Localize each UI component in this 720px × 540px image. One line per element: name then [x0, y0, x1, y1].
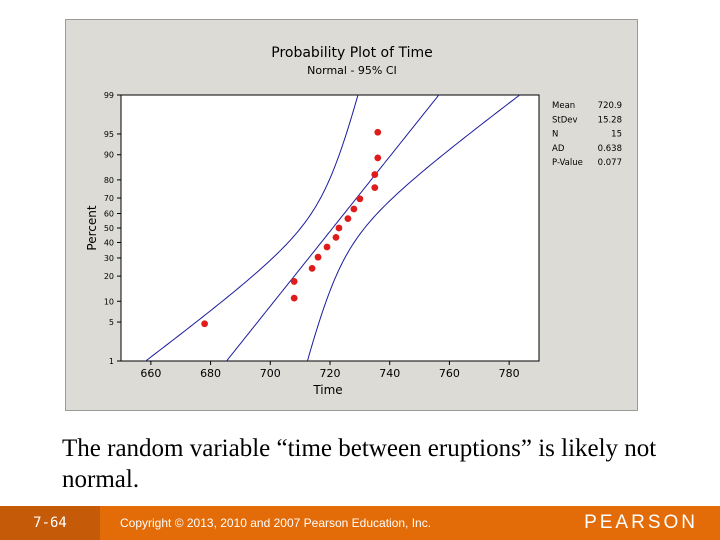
y-tick-label: 10: [104, 297, 114, 306]
slide-number: 7-64: [0, 506, 100, 540]
stat-label: AD: [552, 144, 565, 154]
ci-lower-band: [306, 95, 521, 361]
x-tick-label: 660: [140, 367, 161, 380]
stat-value: 0.077: [598, 158, 622, 168]
footer-bar: 7-64 Copyright © 2013, 2010 and 2007 Pea…: [0, 506, 720, 540]
x-tick-label: 700: [260, 367, 281, 380]
data-point: [290, 294, 298, 302]
x-tick-label: 740: [379, 367, 400, 380]
stat-label: StDev: [552, 115, 578, 125]
y-tick-label: 50: [104, 224, 114, 233]
y-tick-label: 60: [104, 210, 114, 219]
data-point: [350, 205, 358, 213]
data-point: [332, 233, 340, 241]
stat-value: 0.638: [598, 144, 622, 154]
y-tick-label: 90: [104, 151, 114, 160]
probability-plot: Probability Plot of Time Normal - 95% CI…: [85, 45, 622, 397]
fitted-line: [225, 95, 440, 361]
stat-value: 720.9: [598, 101, 622, 111]
y-tick-label: 95: [104, 130, 114, 139]
y-tick-label: 30: [104, 254, 114, 263]
data-point: [344, 215, 352, 223]
y-tick-label: 20: [104, 272, 114, 281]
chart-title: Probability Plot of Time: [271, 45, 433, 61]
data-point: [374, 154, 382, 162]
data-point: [323, 243, 331, 251]
stat-value: 15.28: [598, 115, 622, 125]
chart-frame: Probability Plot of Time Normal - 95% CI…: [65, 19, 638, 411]
y-tick-label: 99: [104, 91, 114, 100]
x-tick-label: 760: [439, 367, 460, 380]
ci-upper-band: [144, 95, 359, 361]
data-point: [308, 264, 316, 272]
stat-value: 15: [611, 130, 622, 140]
data-point: [374, 128, 382, 136]
stat-label: N: [552, 130, 558, 140]
data-point: [314, 253, 322, 261]
stats-box: Mean 720.9 StDev 15.28 N 15 AD 0.638 P-Value 0.07…: [552, 101, 622, 168]
stat-label: Mean: [552, 101, 575, 111]
data-point: [356, 195, 364, 203]
x-tick-label: 720: [320, 367, 341, 380]
y-axis-label: Percent: [85, 205, 99, 250]
x-tick-label: 680: [200, 367, 221, 380]
plot-area: [120, 94, 540, 362]
x-tick-label: 780: [499, 367, 520, 380]
y-tick-label: 80: [104, 176, 114, 185]
chart-subtitle: Normal - 95% CI: [307, 64, 397, 77]
y-tick-label: 5: [109, 318, 114, 327]
data-point: [290, 278, 298, 285]
caption: The random variable “time between erupti…: [62, 435, 657, 493]
data-point: [371, 171, 379, 178]
stat-label: P-Value: [552, 158, 583, 168]
y-tick-label: 70: [104, 194, 114, 203]
y-tick-label: 40: [104, 238, 114, 247]
x-axis-label: Time: [312, 383, 342, 397]
data-point: [371, 184, 379, 192]
pearson-logo: PEARSON: [584, 512, 698, 533]
copyright-text: Copyright © 2013, 2010 and 2007 Pearson …: [120, 516, 432, 530]
data-point: [201, 320, 209, 328]
y-tick-label: 1: [109, 357, 114, 366]
data-point: [335, 224, 343, 232]
